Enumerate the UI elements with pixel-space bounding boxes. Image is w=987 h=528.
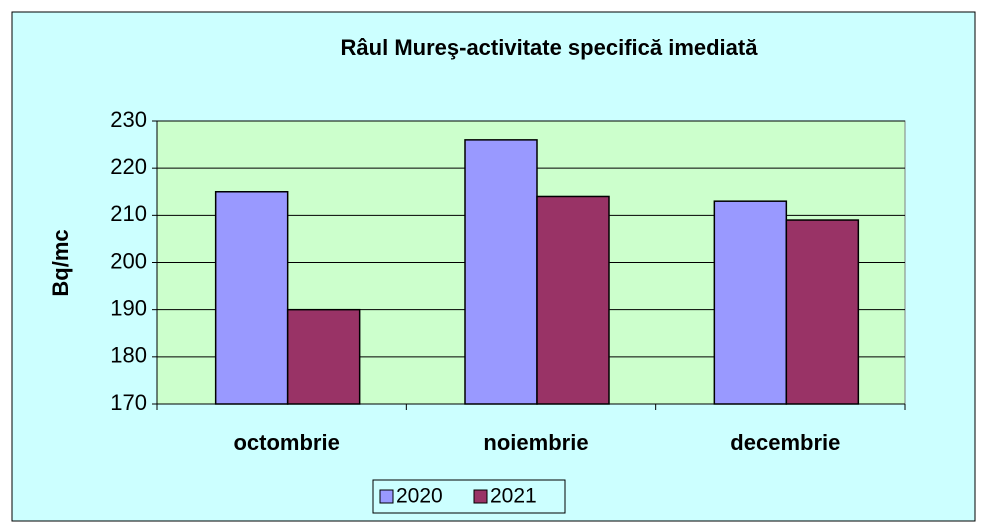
legend-label: 2020 bbox=[396, 485, 443, 508]
y-tick-label: 170 bbox=[110, 390, 147, 415]
legend-box bbox=[372, 479, 566, 514]
bar bbox=[464, 139, 538, 405]
x-tick-label: noiembrie bbox=[483, 430, 588, 455]
y-tick-label: 230 bbox=[110, 107, 147, 132]
legend: 2020 2021 bbox=[372, 479, 566, 514]
x-tick-label: octombrie bbox=[233, 430, 339, 455]
y-tick-label: 210 bbox=[110, 201, 147, 226]
y-tick-label: 190 bbox=[110, 295, 147, 320]
bar bbox=[536, 195, 610, 405]
bar bbox=[785, 219, 860, 405]
bar bbox=[286, 308, 361, 405]
y-tick-label: 180 bbox=[110, 343, 147, 368]
legend-label: 2021 bbox=[490, 485, 537, 508]
y-tick-label: 220 bbox=[110, 154, 147, 179]
legend-swatch bbox=[379, 489, 394, 504]
y-axis-label: Bq/mc bbox=[48, 229, 73, 296]
y-tick-label: 200 bbox=[110, 248, 147, 273]
x-tick-label: decembrie bbox=[730, 430, 840, 455]
bar bbox=[214, 191, 289, 405]
legend-swatch bbox=[473, 489, 488, 504]
bar bbox=[713, 200, 788, 405]
chart-title: Râul Mureş-activitate specifică imediată bbox=[341, 35, 759, 60]
